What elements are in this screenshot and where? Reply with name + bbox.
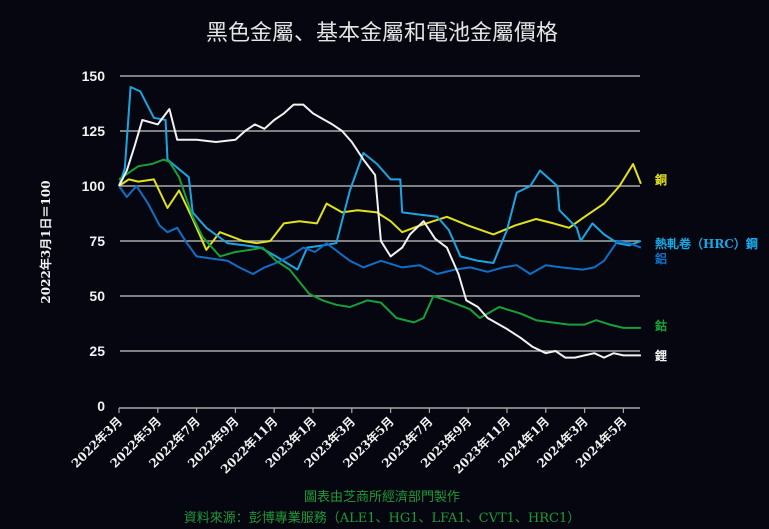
footer-source: 資料來源：彭博專業服務（ALE1、HG1、LFA1、CVT1、HRC1） (184, 510, 581, 526)
y-tick-label: 0 (97, 398, 105, 414)
footer-credit: 圖表由芝商所經濟部門製作 (304, 489, 460, 505)
y-axis-label: 2022年3月1日＝100 (38, 180, 53, 303)
series-line-3 (118, 158, 641, 329)
series-label: 鋰 (655, 348, 667, 363)
y-tick-label: 150 (82, 68, 106, 84)
series-label: 鋁 (654, 251, 667, 266)
series-label: 鈷 (655, 318, 667, 333)
y-tick-label: 25 (89, 343, 105, 359)
series-line-2 (118, 185, 642, 275)
series-line-4 (118, 103, 641, 359)
chart-title: 黑色金屬、基本金屬和電池金屬價格 (206, 21, 558, 46)
y-tick-label: 75 (89, 233, 105, 249)
y-tick-label: 125 (82, 123, 106, 139)
series-line-0 (118, 163, 642, 251)
y-tick-label: 50 (89, 288, 105, 304)
y-tick-label: 100 (82, 178, 106, 194)
series-label: 熱軋卷（HRC）鋼 (655, 236, 758, 251)
series-label: 銅 (654, 172, 667, 187)
series-line-1 (118, 86, 642, 271)
